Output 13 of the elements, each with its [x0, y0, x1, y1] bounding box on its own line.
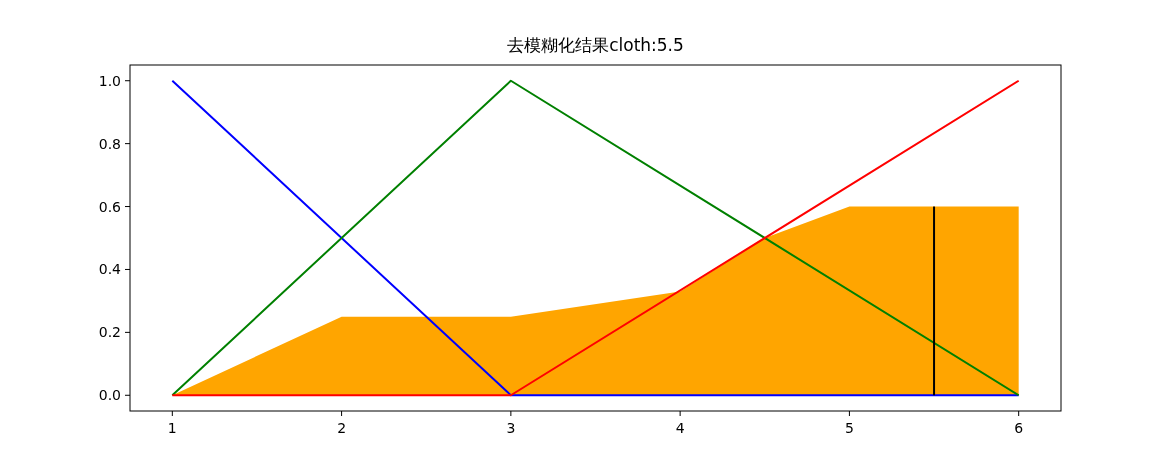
y-tick-label: 0.0 — [98, 387, 121, 404]
x-tick-label: 1 — [167, 420, 177, 436]
y-tick-label: 0.6 — [98, 198, 122, 215]
x-tick-label: 6 — [1014, 420, 1024, 436]
x-tick-label: 4 — [675, 420, 685, 436]
x-tick-label: 5 — [844, 420, 854, 436]
y-tick-label: 0.4 — [98, 261, 122, 278]
y-tick-label: 0.2 — [98, 324, 121, 341]
chart-title: 去模糊化结果cloth:5.5 — [507, 35, 684, 55]
x-tick-label: 3 — [506, 420, 516, 436]
x-tick-label: 2 — [337, 420, 347, 436]
y-tick-label: 0.8 — [98, 135, 121, 152]
y-tick-label: 1.0 — [98, 72, 121, 89]
